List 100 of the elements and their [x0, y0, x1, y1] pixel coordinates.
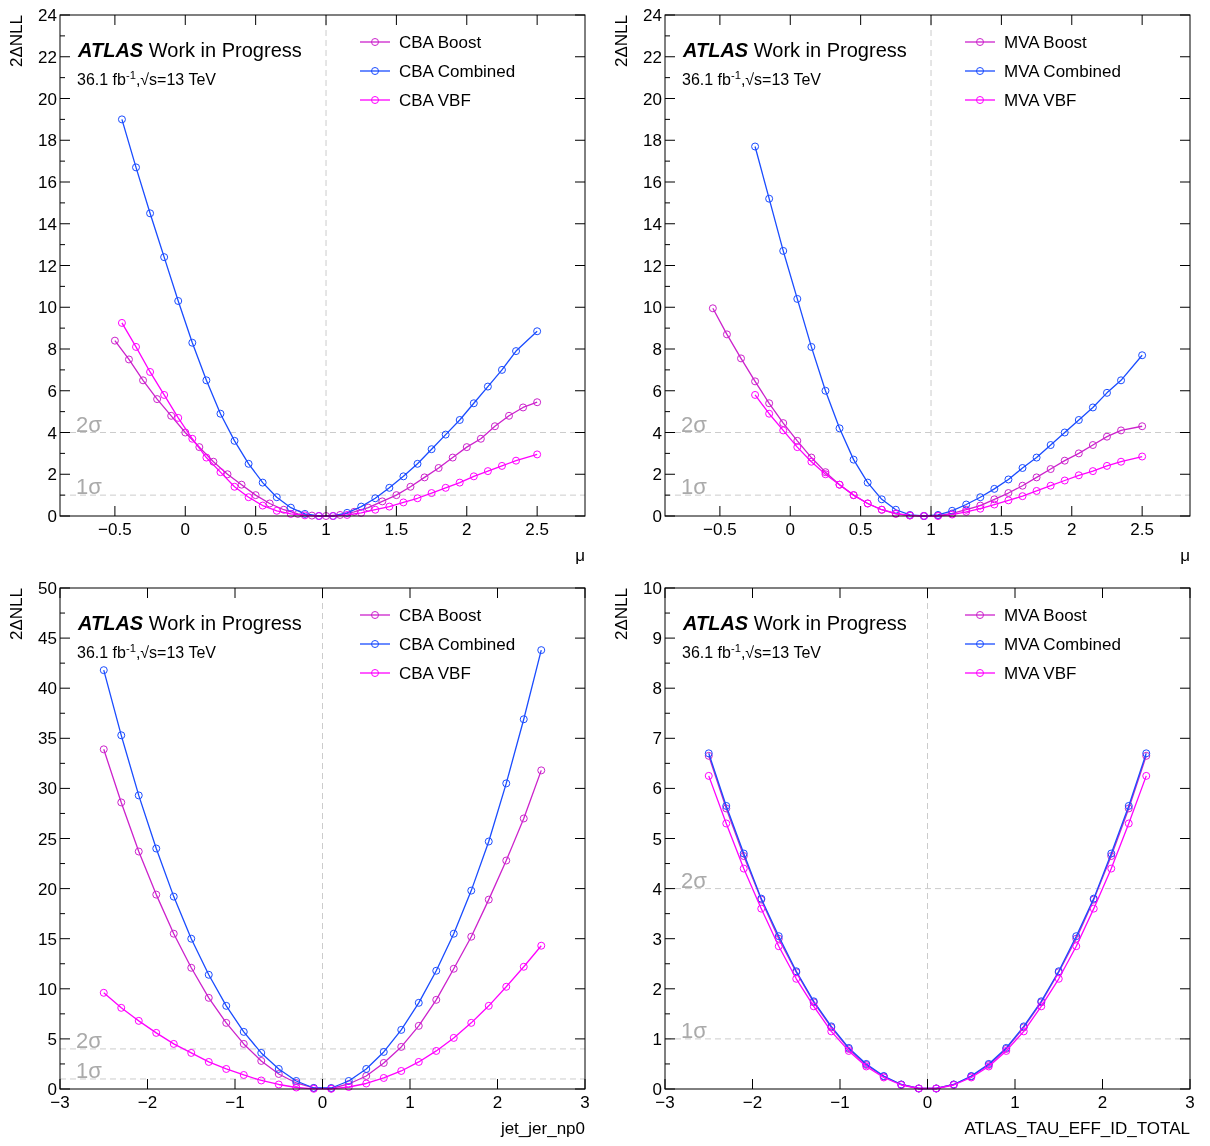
x-tick-label: 2: [1097, 1093, 1108, 1112]
y-tick-label: 14: [38, 214, 57, 234]
y-tick-label: 10: [643, 579, 662, 598]
annotation: Work in Progress: [143, 39, 302, 61]
y-tick-label: 3: [652, 929, 662, 949]
x-tick-label: −1: [225, 1093, 245, 1112]
y-tick-label: 20: [38, 879, 57, 899]
y-tick-label: 0: [47, 507, 57, 526]
legend-label: MVA Boost: [1004, 33, 1088, 52]
annotation: ATLAS: [77, 612, 144, 634]
y-tick-label: 16: [38, 173, 57, 192]
y-tick-label: 10: [38, 298, 57, 318]
y-tick-label: 18: [643, 131, 662, 151]
y-tick-label: 9: [652, 629, 662, 649]
y-tick-label: 8: [652, 340, 662, 359]
x-tick-label: 3: [1185, 1093, 1195, 1112]
annotation: ATLAS: [77, 39, 144, 61]
x-axis-title: μ: [1180, 546, 1190, 565]
annotation: 36.1 fb$^{-1}$,√s=13 TeV: [77, 69, 217, 88]
legend-label: CBA VBF: [399, 91, 471, 110]
y-tick-label: 10: [38, 979, 57, 999]
y-tick-label: 22: [38, 47, 57, 67]
y-tick-label: 18: [38, 131, 57, 151]
y-tick-label: 35: [38, 729, 57, 749]
y-tick-label: 2: [652, 979, 662, 999]
x-tick-label: 1: [926, 520, 936, 539]
y-tick-label: 8: [47, 340, 57, 359]
legend-label: MVA VBF: [1004, 664, 1077, 683]
y-tick-label: 24: [38, 6, 57, 25]
annotation: 36.1 fb$^{-1}$,√s=13 TeV: [682, 642, 822, 661]
x-tick-label: −1: [830, 1093, 850, 1112]
legend-label: CBA Combined: [399, 62, 516, 81]
x-tick-label: 0: [317, 1093, 328, 1112]
y-tick-label: 22: [643, 47, 662, 67]
y-tick-label: 6: [47, 381, 57, 401]
x-tick-label: 2: [492, 1093, 503, 1112]
annotation: Work in Progress: [143, 612, 302, 634]
y-axis-title: 2ΔNLL: [7, 588, 26, 640]
y-tick-label: 0: [47, 1080, 57, 1099]
ref-line-label: 2σ: [681, 867, 708, 893]
y-tick-label: 5: [652, 829, 662, 849]
ref-line-label: 1σ: [76, 1057, 103, 1083]
x-tick-label: 0: [180, 520, 190, 539]
y-tick-label: 2: [652, 465, 662, 485]
ref-line-label: 1σ: [681, 474, 708, 500]
x-tick-label: −2: [742, 1093, 763, 1112]
y-tick-label: 0: [652, 1080, 662, 1099]
y-tick-label: 12: [643, 256, 662, 276]
y-tick-label: 8: [652, 679, 662, 699]
annotation: 36.1 fb$^{-1}$,√s=13 TeV: [682, 69, 822, 88]
ref-line-label: 2σ: [681, 411, 708, 437]
ref-line-label: 2σ: [76, 1027, 103, 1053]
y-tick-label: 15: [38, 929, 57, 949]
legend-label: CBA Boost: [399, 606, 482, 625]
y-tick-label: 14: [643, 214, 662, 234]
ref-line-label: 1σ: [76, 474, 103, 500]
x-tick-label: 0.5: [848, 520, 873, 539]
x-axis-title: μ: [575, 546, 585, 565]
legend-label: MVA Boost: [1004, 606, 1088, 625]
y-tick-label: 2: [47, 465, 57, 485]
y-axis-title: 2ΔNLL: [612, 15, 631, 67]
x-tick-label: 0: [785, 520, 795, 539]
legend-label: MVA Combined: [1004, 62, 1121, 81]
y-tick-label: 24: [643, 6, 662, 25]
ref-line-label: 2σ: [76, 411, 103, 437]
x-tick-label: −2: [137, 1093, 158, 1112]
legend-label: MVA VBF: [1004, 91, 1077, 110]
x-tick-label: 3: [580, 1093, 590, 1112]
y-tick-label: 10: [643, 298, 662, 318]
y-tick-label: 20: [38, 89, 57, 109]
y-tick-label: 40: [38, 679, 57, 699]
y-tick-label: 6: [652, 779, 662, 799]
legend-label: MVA Combined: [1004, 635, 1121, 654]
annotation: 36.1 fb$^{-1}$,√s=13 TeV: [77, 642, 217, 661]
y-tick-label: 16: [643, 173, 662, 192]
x-tick-label: 2.5: [1130, 520, 1154, 539]
y-tick-label: 12: [38, 256, 57, 276]
y-axis-title: 2ΔNLL: [7, 15, 26, 67]
y-tick-label: 1: [652, 1029, 662, 1049]
y-tick-label: 30: [38, 779, 57, 799]
x-axis-title: jet_jer_np0: [499, 1119, 585, 1138]
annotation: Work in Progress: [748, 39, 907, 61]
x-tick-label: 1: [405, 1093, 415, 1112]
y-axis-title: 2ΔNLL: [612, 588, 631, 640]
annotation: ATLAS: [682, 39, 749, 61]
x-tick-label: −0.5: [98, 520, 132, 539]
y-tick-label: 0: [652, 507, 662, 526]
y-tick-label: 7: [652, 729, 662, 749]
x-tick-label: −0.5: [703, 520, 737, 539]
annotation: Work in Progress: [748, 612, 907, 634]
x-tick-label: 1: [321, 520, 331, 539]
y-tick-label: 4: [652, 879, 662, 899]
x-axis-title: ATLAS_TAU_EFF_ID_TOTAL: [964, 1119, 1190, 1138]
x-tick-label: 2: [462, 520, 472, 539]
legend-label: CBA VBF: [399, 664, 471, 683]
y-tick-label: 6: [652, 381, 662, 401]
legend-label: CBA Combined: [399, 635, 516, 654]
annotation: ATLAS: [682, 612, 749, 634]
x-tick-label: 2.5: [525, 520, 549, 539]
y-tick-label: 4: [652, 423, 662, 443]
